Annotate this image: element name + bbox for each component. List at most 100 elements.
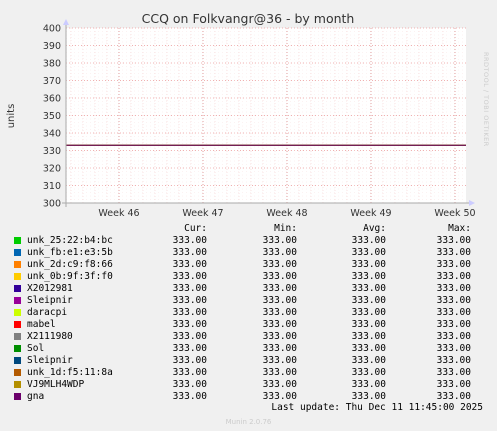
y-tick-label: 310 <box>43 181 61 192</box>
legend-value-min: 333.00 <box>262 331 297 342</box>
y-tick-label: 380 <box>43 59 61 70</box>
legend-value-min: 333.00 <box>262 295 297 306</box>
legend-value-avg: 333.00 <box>351 379 386 390</box>
legend-value-min: 333.00 <box>262 343 297 354</box>
y-axis-label: units <box>6 104 17 129</box>
legend-series-name: daracpi <box>27 307 68 318</box>
legend-value-cur: 333.00 <box>172 295 207 306</box>
y-tick-label: 390 <box>43 41 61 52</box>
legend-row: X2111980 333.00 333.00 333.00 333.00 <box>0 331 497 343</box>
legend-swatch <box>14 261 21 268</box>
legend-swatch <box>14 369 21 376</box>
legend-value-min: 333.00 <box>262 319 297 330</box>
legend-value-avg: 333.00 <box>351 319 386 330</box>
legend-value-cur: 333.00 <box>172 319 207 330</box>
legend-swatch <box>14 333 21 340</box>
y-tick-label: 300 <box>43 199 61 210</box>
x-tick-label: Week 50 <box>434 208 475 219</box>
legend-series-name: unk_2d:c9:f8:66 <box>27 259 113 270</box>
legend-value-avg: 333.00 <box>351 307 386 318</box>
legend-series-name: Sleipnir <box>27 355 73 366</box>
legend-value-min: 333.00 <box>262 391 297 402</box>
y-tick-label: 340 <box>43 129 61 140</box>
legend-value-avg: 333.00 <box>351 235 386 246</box>
rrdtool-side-label: RRDTOOL / TOBI OETIKER <box>482 52 490 147</box>
legend-value-max: 333.00 <box>436 307 471 318</box>
legend-swatch <box>14 237 21 244</box>
legend-value-avg: 333.00 <box>351 331 386 342</box>
legend-value-cur: 333.00 <box>172 379 207 390</box>
legend-row: unk_1d:f5:11:8a 333.00 333.00 333.00 333.00 <box>0 367 497 379</box>
legend-series-name: unk_25:22:b4:bc <box>27 235 113 246</box>
legend-value-min: 333.00 <box>262 259 297 270</box>
last-update: Last update: Thu Dec 11 11:45:00 2025 <box>271 402 483 413</box>
legend-header-max: Max: <box>448 223 471 234</box>
legend-swatch <box>14 285 21 292</box>
legend-row: unk_0b:9f:3f:f0 333.00 333.00 333.00 333.00 <box>0 271 497 283</box>
legend-value-cur: 333.00 <box>172 235 207 246</box>
legend-swatch <box>14 357 21 364</box>
x-tick-label: Week 46 <box>98 208 139 219</box>
legend-value-avg: 333.00 <box>351 283 386 294</box>
legend-row: VJ9MLH4WDP 333.00 333.00 333.00 333.00 <box>0 379 497 391</box>
legend-value-avg: 333.00 <box>351 247 386 258</box>
legend-row: unk_fb:e1:e3:5b 333.00 333.00 333.00 333.00 <box>0 247 497 259</box>
legend-value-avg: 333.00 <box>351 355 386 366</box>
legend-row: mabel 333.00 333.00 333.00 333.00 <box>0 319 497 331</box>
x-tick-label: Week 48 <box>266 208 307 219</box>
legend-value-max: 333.00 <box>436 343 471 354</box>
legend-header-cur: Cur: <box>184 223 207 234</box>
legend-swatch <box>14 273 21 280</box>
legend-swatch <box>14 249 21 256</box>
legend-series-name: Sol <box>27 343 45 354</box>
legend-value-min: 333.00 <box>262 355 297 366</box>
munin-version: Munin 2.0.76 <box>225 418 272 426</box>
legend-value-cur: 333.00 <box>172 367 207 378</box>
legend-header-min: Min: <box>274 223 297 234</box>
legend-value-max: 333.00 <box>436 235 471 246</box>
legend-value-cur: 333.00 <box>172 271 207 282</box>
legend-value-max: 333.00 <box>436 379 471 390</box>
legend-series-name: unk_1d:f5:11:8a <box>27 367 113 378</box>
legend-value-avg: 333.00 <box>351 295 386 306</box>
y-axis-arrow <box>63 19 69 25</box>
legend-value-avg: 333.00 <box>351 259 386 270</box>
legend-header-avg: Avg: <box>363 223 386 234</box>
legend-value-cur: 333.00 <box>172 307 207 318</box>
legend-value-max: 333.00 <box>436 283 471 294</box>
legend-series-name: X2111980 <box>27 331 73 342</box>
legend-series-name: X2012981 <box>27 283 73 294</box>
legend-value-cur: 333.00 <box>172 247 207 258</box>
y-tick-label: 360 <box>43 94 61 105</box>
legend-value-max: 333.00 <box>436 331 471 342</box>
y-tick-label: 330 <box>43 146 61 157</box>
y-tick-label: 350 <box>43 111 61 122</box>
legend-value-max: 333.00 <box>436 259 471 270</box>
legend-value-min: 333.00 <box>262 235 297 246</box>
legend-series-name: Sleipnir <box>27 295 73 306</box>
legend-value-avg: 333.00 <box>351 391 386 402</box>
legend-value-cur: 333.00 <box>172 391 207 402</box>
y-tick-label: 400 <box>43 24 61 35</box>
legend-row: unk_2d:c9:f8:66 333.00 333.00 333.00 333.00 <box>0 259 497 271</box>
legend-value-min: 333.00 <box>262 283 297 294</box>
legend-row: X2012981 333.00 333.00 333.00 333.00 <box>0 283 497 295</box>
legend-swatch <box>14 309 21 316</box>
y-tick-labels: 300 310 320 330 340 350 360 370 380 390 400 <box>43 24 61 210</box>
grid-vertical <box>66 28 466 203</box>
legend-value-min: 333.00 <box>262 307 297 318</box>
x-tick-labels: Week 46 Week 47 Week 48 Week 49 Week 50 <box>98 208 475 219</box>
legend-series-name: unk_0b:9f:3f:f0 <box>27 271 113 282</box>
legend-value-min: 333.00 <box>262 247 297 258</box>
legend-value-cur: 333.00 <box>172 331 207 342</box>
legend-swatch <box>14 345 21 352</box>
y-tick-label: 320 <box>43 164 61 175</box>
legend-value-max: 333.00 <box>436 367 471 378</box>
legend-value-max: 333.00 <box>436 271 471 282</box>
legend-row: unk_25:22:b4:bc 333.00 333.00 333.00 333.00 <box>0 235 497 247</box>
legend-value-max: 333.00 <box>436 391 471 402</box>
legend-value-cur: 333.00 <box>172 283 207 294</box>
legend-series-name: VJ9MLH4WDP <box>27 379 85 390</box>
grid-horizontal <box>66 27 466 186</box>
